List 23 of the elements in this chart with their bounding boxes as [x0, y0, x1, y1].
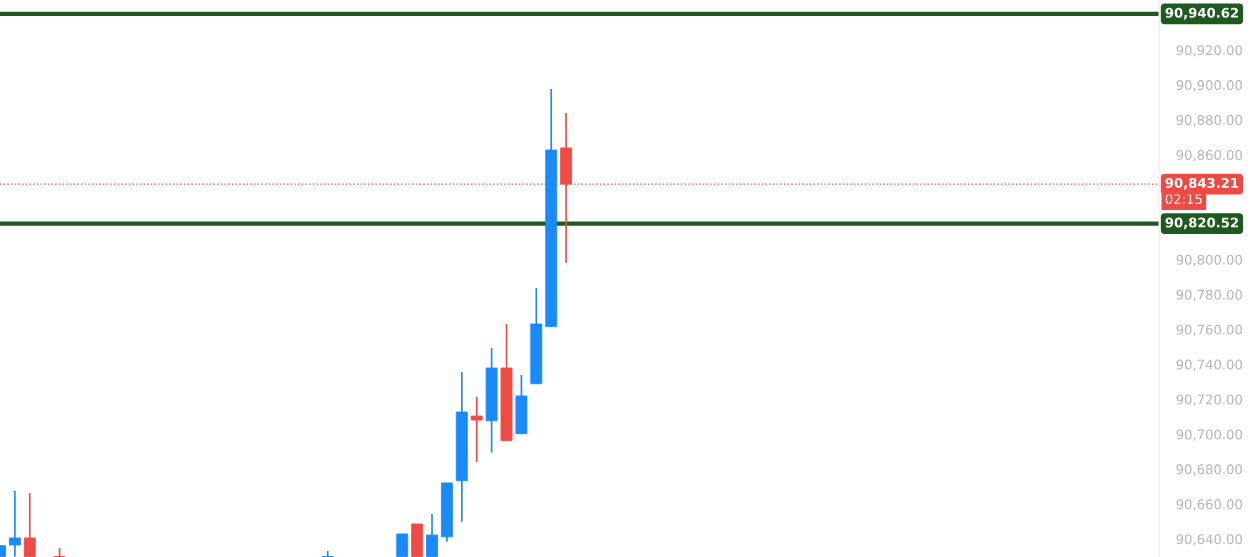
y-tick-label: 90,900.00 [1176, 80, 1242, 92]
y-tick-label: 90,760.00 [1176, 324, 1242, 336]
y-tick-label: 90,720.00 [1176, 394, 1242, 406]
candlestick [321, 550, 334, 557]
ref-line-label: 90,820.52 [1165, 217, 1238, 230]
y-tick-label: 90,640.00 [1176, 534, 1242, 546]
text: 02:15 [1165, 194, 1202, 205]
y-tick-label: 90,860.00 [1176, 149, 1242, 162]
y-tick-label: 90,880.00 [1176, 115, 1242, 127]
candlestick [23, 492, 36, 557]
candlestick [426, 513, 438, 557]
y-tick-label: 90,700.00 [1176, 429, 1242, 441]
ref-line-label: 90,843.21 [1165, 177, 1239, 190]
y-tick-label: 90,680.00 [1176, 464, 1242, 476]
y-tick-label: 90,660.00 [1176, 499, 1242, 511]
candlestick [396, 533, 409, 557]
candlestick [470, 395, 483, 463]
y-tick-label: 90,780.00 [1176, 289, 1242, 302]
ref-line-label: 90,940.62 [1165, 7, 1238, 20]
y-tick-label: 90,740.00 [1176, 359, 1242, 371]
y-tick-label: 90,800.00 [1176, 254, 1242, 267]
y-tick-label: 90,920.00 [1176, 45, 1242, 57]
candlestick [8, 490, 21, 557]
